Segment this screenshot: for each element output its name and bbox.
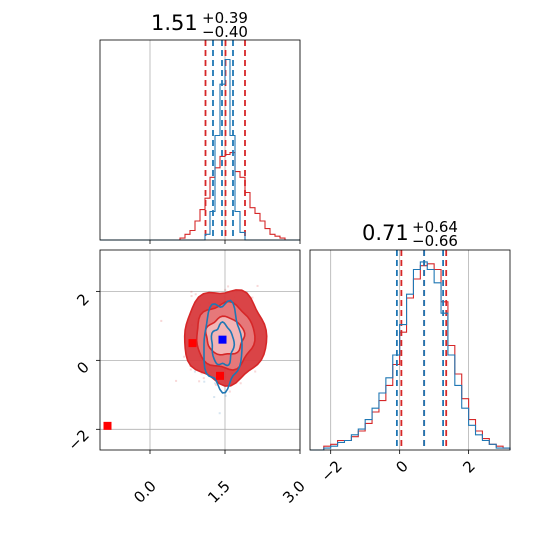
param1-frame [99, 39, 301, 241]
title-param2-lower: −0.66 [412, 232, 458, 250]
joint-sample-point [198, 380, 201, 383]
joint-sample-point [183, 355, 186, 358]
joint-sample-point [218, 412, 221, 415]
joint-sample-point [160, 319, 163, 322]
title-param2-upper: +0.64 [412, 218, 458, 236]
joint-sample-point [202, 377, 205, 380]
joint-sample-point [203, 380, 206, 383]
joint-marker-2 [103, 421, 112, 430]
title-param2: 0.71 +0.64 −0.66 [362, 218, 458, 250]
joint-marker-1 [216, 371, 224, 380]
joint-marker-3 [218, 335, 227, 344]
joint-sample-point [189, 368, 192, 371]
joint-sample-point [194, 293, 197, 296]
joint-sample-point [215, 383, 218, 386]
marginal-histogram-param1 [99, 39, 301, 244]
joint-sample-point [254, 370, 257, 373]
param2-series-1-hist [310, 261, 511, 451]
joint-sample-point [190, 290, 193, 293]
joint-sample-point [200, 372, 203, 375]
joint-blue-contour-1 [203, 299, 243, 394]
title-param1: 1.51 +0.39 −0.40 [151, 9, 248, 41]
title-param1-lower: −0.40 [202, 23, 248, 41]
joint-marker-0 [188, 339, 197, 348]
joint-sample-point [224, 288, 227, 291]
joint-blue-contour-0 [210, 320, 236, 367]
joint-contour-panel [96, 249, 301, 454]
joint-sample-point [213, 396, 216, 399]
title-param1-value: 1.51 [151, 11, 198, 35]
joint-sample-point [175, 379, 178, 382]
title-param2-value: 0.71 [362, 221, 409, 245]
joint-frame [99, 249, 301, 451]
joint-sample-point [256, 284, 259, 287]
joint-sample-point [227, 285, 230, 288]
param2-frame [309, 249, 511, 451]
joint-sample-point [214, 382, 217, 385]
joint-sample-point [193, 370, 196, 373]
marginal-histogram-param2 [309, 249, 511, 454]
joint-sample-point [190, 295, 193, 298]
joint-sample-point [228, 390, 231, 393]
joint-sample-point [224, 394, 227, 397]
joint-sample-point [239, 382, 242, 385]
title-param1-upper: +0.39 [202, 9, 248, 27]
joint-sample-point [251, 296, 254, 299]
